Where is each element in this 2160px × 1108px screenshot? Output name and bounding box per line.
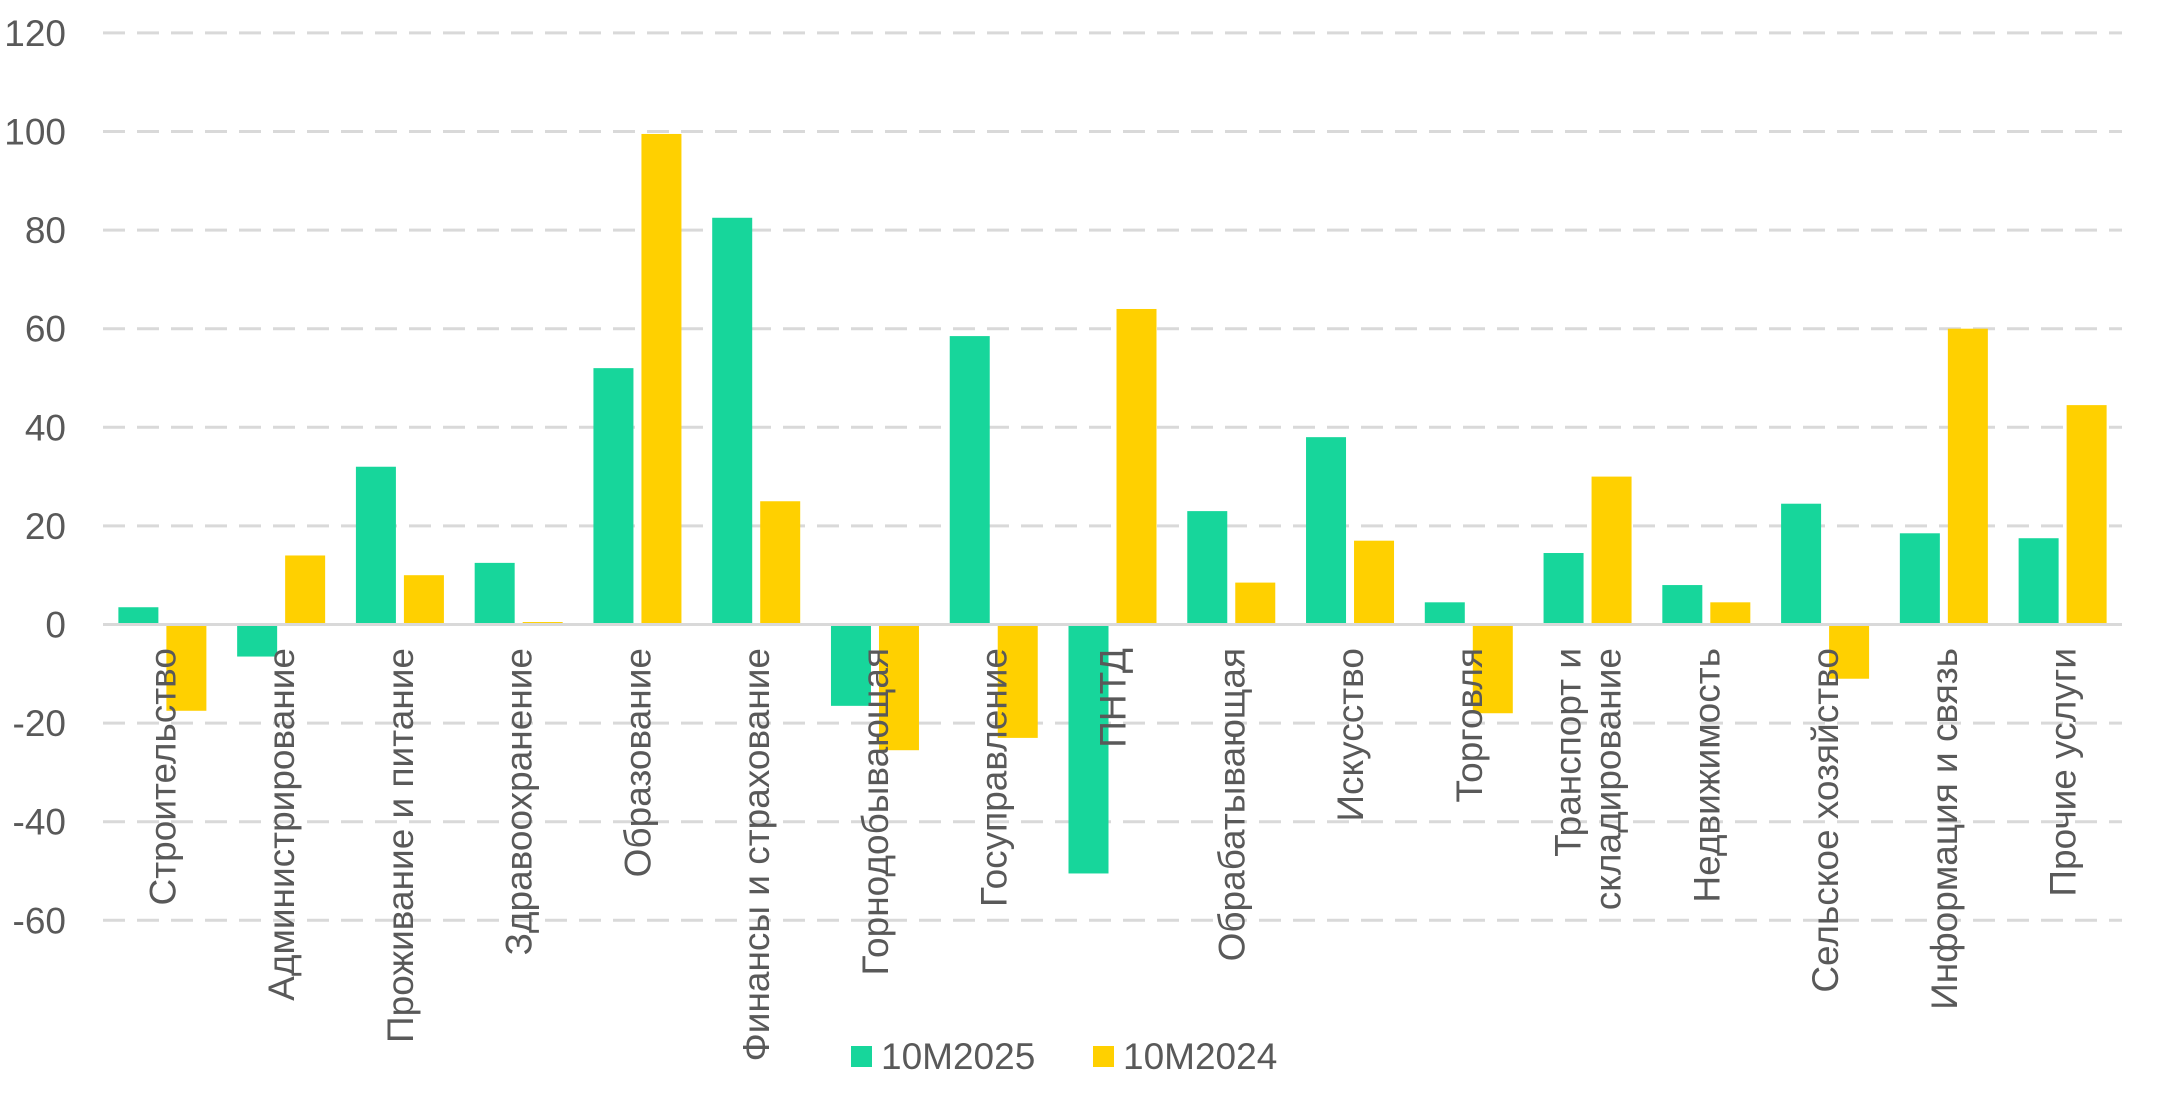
bar-10m2025-9 <box>1187 511 1228 625</box>
bar-10m2025-3 <box>474 562 515 625</box>
bar-10m2025-0 <box>118 607 159 625</box>
category-label: Искусство <box>1330 648 1371 822</box>
category-label: Прочие услуги <box>2043 648 2084 897</box>
bar-10m2024-4 <box>641 133 682 625</box>
legend-swatch-10m2025 <box>851 1046 872 1067</box>
legend-label-10m2024: 10M2024 <box>1123 1036 1277 1077</box>
bar-10m2025-16 <box>2018 538 2059 625</box>
category-label: Информация и связь <box>1924 648 1965 1010</box>
bar-10m2025-1 <box>237 624 278 657</box>
bar-10m2024-1 <box>285 555 326 625</box>
category-label: Образование <box>617 648 658 877</box>
y-tick-label: 100 <box>4 112 66 153</box>
y-tick-label: 20 <box>25 506 66 547</box>
bar-10m2025-14 <box>1781 503 1822 625</box>
y-axis-tick-labels: 120 100 80 60 40 20 0 -20 -40 -60 <box>4 13 66 941</box>
bar-10m2024-5 <box>760 501 801 625</box>
bar-10m2024-13 <box>1710 602 1751 625</box>
y-tick-label: -20 <box>13 703 66 744</box>
bar-10m2025-2 <box>355 466 396 625</box>
bar-10m2025-8 <box>1068 624 1109 874</box>
legend-swatch-10m2024 <box>1093 1046 1114 1067</box>
category-label: Госуправление <box>974 648 1015 907</box>
category-label: Строительство <box>142 648 183 906</box>
bar-10m2024-9 <box>1235 582 1276 625</box>
bar-10m2024-8 <box>1116 308 1157 625</box>
category-label: Финансы и страхование <box>736 648 777 1061</box>
category-label: Проживание и питание <box>380 648 421 1043</box>
bar-10m2024-15 <box>1947 328 1988 625</box>
legend-label-10m2025: 10M2025 <box>881 1036 1035 1077</box>
legend: 10M2025 10M2024 <box>851 1036 1277 1077</box>
bar-10m2024-11 <box>1472 624 1513 714</box>
category-label: Транспорт и <box>1548 648 1589 857</box>
bar-10m2025-5 <box>712 217 753 625</box>
bar-10m2024-7 <box>997 624 1038 738</box>
bar-10m2025-12 <box>1543 553 1584 625</box>
bar-10m2025-4 <box>593 368 634 625</box>
y-tick-label: 40 <box>25 407 66 448</box>
category-label: Торговля <box>1449 648 1490 803</box>
category-label: Недвижимость <box>1686 648 1727 903</box>
category-label: Горнодобывающая <box>855 648 896 976</box>
category-label: ПНТД <box>1093 648 1134 748</box>
bar-10m2025-7 <box>949 336 990 625</box>
category-labels: Строительство Администрирование Проживание… <box>142 648 2083 1061</box>
y-tick-label: 120 <box>4 13 66 54</box>
bar-10m2024-10 <box>1354 540 1395 625</box>
category-label: складирование <box>1588 648 1629 910</box>
y-tick-label: 0 <box>45 605 66 646</box>
y-tick-label: 80 <box>25 210 66 251</box>
bar-10m2025-13 <box>1662 585 1703 625</box>
bar-10m2025-6 <box>830 624 871 706</box>
bar-10m2025-11 <box>1424 602 1465 625</box>
category-label: Администрирование <box>261 648 302 1001</box>
bar-10m2024-14 <box>1829 624 1870 679</box>
category-label: Обрабатывающая <box>1211 648 1252 961</box>
y-tick-label: 60 <box>25 309 66 350</box>
bars <box>103 133 2122 874</box>
y-tick-label: -60 <box>13 900 66 941</box>
bar-10m2025-10 <box>1306 437 1347 625</box>
y-tick-label: -40 <box>13 802 66 843</box>
bar-10m2024-0 <box>166 624 207 711</box>
category-label: Здравоохранение <box>499 648 540 955</box>
bar-10m2024-12 <box>1591 476 1632 625</box>
bar-10m2024-2 <box>403 575 444 625</box>
bar-10m2024-16 <box>2066 405 2107 625</box>
bar-10m2025-15 <box>1899 533 1940 625</box>
category-label: Сельское хозяйство <box>1805 648 1846 993</box>
bar-10m2024-6 <box>878 624 919 751</box>
